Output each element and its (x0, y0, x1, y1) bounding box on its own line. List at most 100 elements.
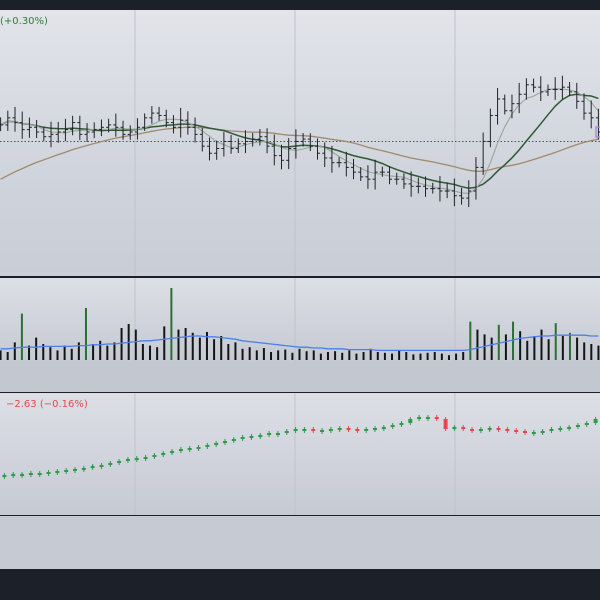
volume-bar (326, 352, 329, 360)
volume-bar (554, 323, 557, 360)
ohlc-bar (271, 134, 277, 166)
indicator-chart[interactable] (0, 393, 600, 515)
ohlc-bar (134, 118, 140, 140)
volume-bar (440, 353, 443, 360)
indicator-candle-body (540, 431, 545, 433)
ohlc-bar (192, 117, 198, 143)
ohlc-bar (307, 133, 313, 151)
ohlc-bar (588, 100, 594, 129)
ohlc-bar (120, 120, 126, 140)
ohlc-bar (415, 177, 421, 194)
indicator-candle-body (593, 419, 598, 423)
volume-bar (270, 352, 273, 360)
ohlc-bar (394, 172, 400, 185)
ohlc-bar (336, 157, 342, 168)
ohlc-bar (55, 121, 61, 143)
price-chart[interactable] (0, 10, 600, 276)
indicator-candle-body (584, 423, 589, 425)
indicator-candle (523, 429, 527, 435)
ohlc-bar (178, 107, 184, 138)
volume-bar (590, 344, 593, 360)
indicator-pane[interactable]: −2.63 (−0.16%) (0, 393, 600, 515)
ohlc-bar (278, 144, 284, 170)
indicator-candle-body (55, 471, 60, 473)
volume-bar (262, 348, 265, 360)
ohlc-bar (300, 133, 306, 147)
indicator-candle-body (46, 472, 51, 474)
ohlc-bar (221, 131, 227, 157)
ohlc-bar (98, 119, 104, 137)
ohlc-bar (264, 128, 270, 154)
indicator-candle (214, 441, 219, 447)
indicator-candle (258, 433, 263, 439)
volume-bar (419, 353, 422, 360)
indicator-candle-body (373, 428, 377, 430)
ohlc-bar (408, 171, 414, 197)
ohlc-bar (199, 127, 205, 152)
volume-bar (312, 350, 315, 360)
indicator-candle-body (425, 417, 430, 419)
indicator-candle (134, 456, 139, 462)
volume-bar (398, 350, 401, 360)
volume-bar (348, 350, 351, 360)
indicator-candle-body (320, 430, 325, 432)
ohlc-bar (538, 76, 544, 101)
volume-bar (391, 353, 394, 360)
volume-bar (576, 337, 579, 360)
ohlc-bar (34, 120, 40, 139)
ohlc-bar (444, 182, 450, 199)
indicator-candle (364, 427, 369, 433)
indicator-candle (496, 426, 501, 432)
volume-bar (405, 352, 408, 360)
ohlc-bar (430, 182, 436, 194)
ohlc-bar (235, 138, 241, 154)
indicator-candle (231, 437, 236, 443)
volume-bar (234, 342, 237, 360)
indicator-candle (390, 423, 395, 429)
indicator-candle (11, 472, 16, 478)
indicator-candle-body (311, 429, 316, 431)
ohlc-bar (358, 167, 364, 181)
volume-bar (561, 336, 564, 360)
indicator-candle (90, 464, 95, 470)
volume-bar (92, 344, 95, 360)
indicator-candle (478, 427, 483, 433)
indicator-candle-body (223, 441, 227, 443)
volume-bar (533, 336, 536, 360)
indicator-candle (311, 427, 316, 433)
ohlc-bar (242, 130, 248, 154)
volume-bar (227, 344, 230, 360)
indicator-candle-body (390, 425, 395, 427)
volume-bar (497, 324, 500, 360)
volume-bar (277, 350, 280, 360)
volume-bar (412, 354, 415, 360)
ohlc-bar (26, 117, 32, 138)
ohlc-bar (516, 82, 522, 114)
indicator-candle (346, 426, 351, 432)
indicator-candle (73, 467, 77, 473)
indicator-candle-body (558, 428, 563, 430)
volume-bar (134, 329, 137, 360)
indicator-candle-body (523, 431, 527, 433)
ohlc-bar (0, 117, 4, 132)
indicator-candle (399, 421, 404, 427)
indicator-candle-body (514, 430, 519, 432)
volume-chart[interactable] (0, 278, 600, 362)
price-pane[interactable]: (+0.30%) (0, 10, 600, 276)
indicator-candle-body (284, 431, 289, 433)
volume-bar (184, 328, 187, 360)
volume-bar (63, 345, 66, 360)
ohlc-bar (545, 84, 551, 97)
volume-bar (583, 342, 586, 360)
empty-pane (0, 516, 600, 569)
ohlc-bar (559, 75, 565, 100)
volume-bar (547, 339, 550, 360)
volume-pane[interactable] (0, 278, 600, 362)
ohlc-bar (343, 151, 349, 177)
indicator-candle-body (64, 470, 69, 472)
ohlc-bar (91, 122, 97, 139)
indicator-candle-body (117, 461, 122, 463)
indicator-candle (470, 427, 475, 433)
indicator-candle (373, 426, 377, 432)
